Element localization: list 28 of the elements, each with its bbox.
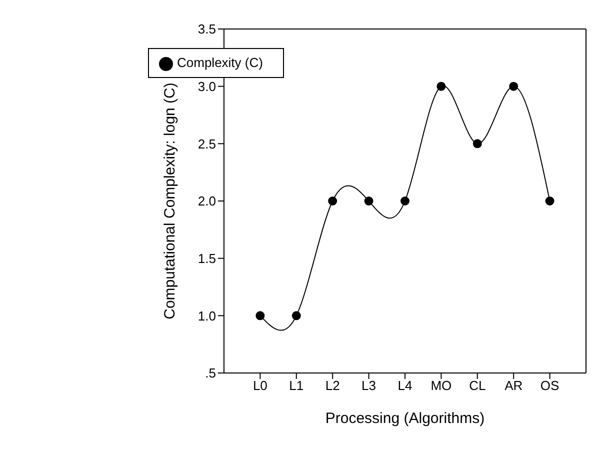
y-axis-title: Computational Complexity: logn (C) — [161, 82, 178, 320]
y-tick-label: .5 — [205, 366, 216, 381]
point — [472, 139, 482, 148]
x-tick-label: OS — [540, 378, 560, 394]
y-tick-label: 2.5 — [198, 136, 216, 152]
point — [400, 196, 410, 206]
point — [256, 311, 265, 320]
x-tick-label: MO — [430, 378, 452, 394]
point — [328, 196, 338, 206]
point — [364, 196, 374, 206]
point — [292, 311, 301, 320]
x-tick-label: L0 — [252, 378, 268, 394]
x-tick-label: L2 — [325, 378, 340, 394]
x-tick-label: CL — [469, 378, 486, 394]
point — [509, 82, 518, 91]
point — [545, 196, 554, 206]
x-tick-label: AR — [504, 378, 523, 394]
y-tick-label: 3.0 — [198, 78, 216, 94]
x-tick-label: L1 — [289, 378, 304, 394]
y-tick-label: 1.0 — [198, 308, 216, 324]
y-tick-label: 2.0 — [198, 194, 216, 209]
y-tick-label: 1.5 — [198, 250, 216, 266]
x-tick-label: L4 — [398, 378, 412, 394]
point — [436, 82, 446, 91]
legend-label: Complexity (C) — [177, 55, 263, 70]
y-tick-label: 3.5 — [198, 22, 216, 37]
x-axis-title: Processing (Algorithms) — [325, 410, 485, 427]
x-tick-label: L3 — [362, 378, 376, 394]
